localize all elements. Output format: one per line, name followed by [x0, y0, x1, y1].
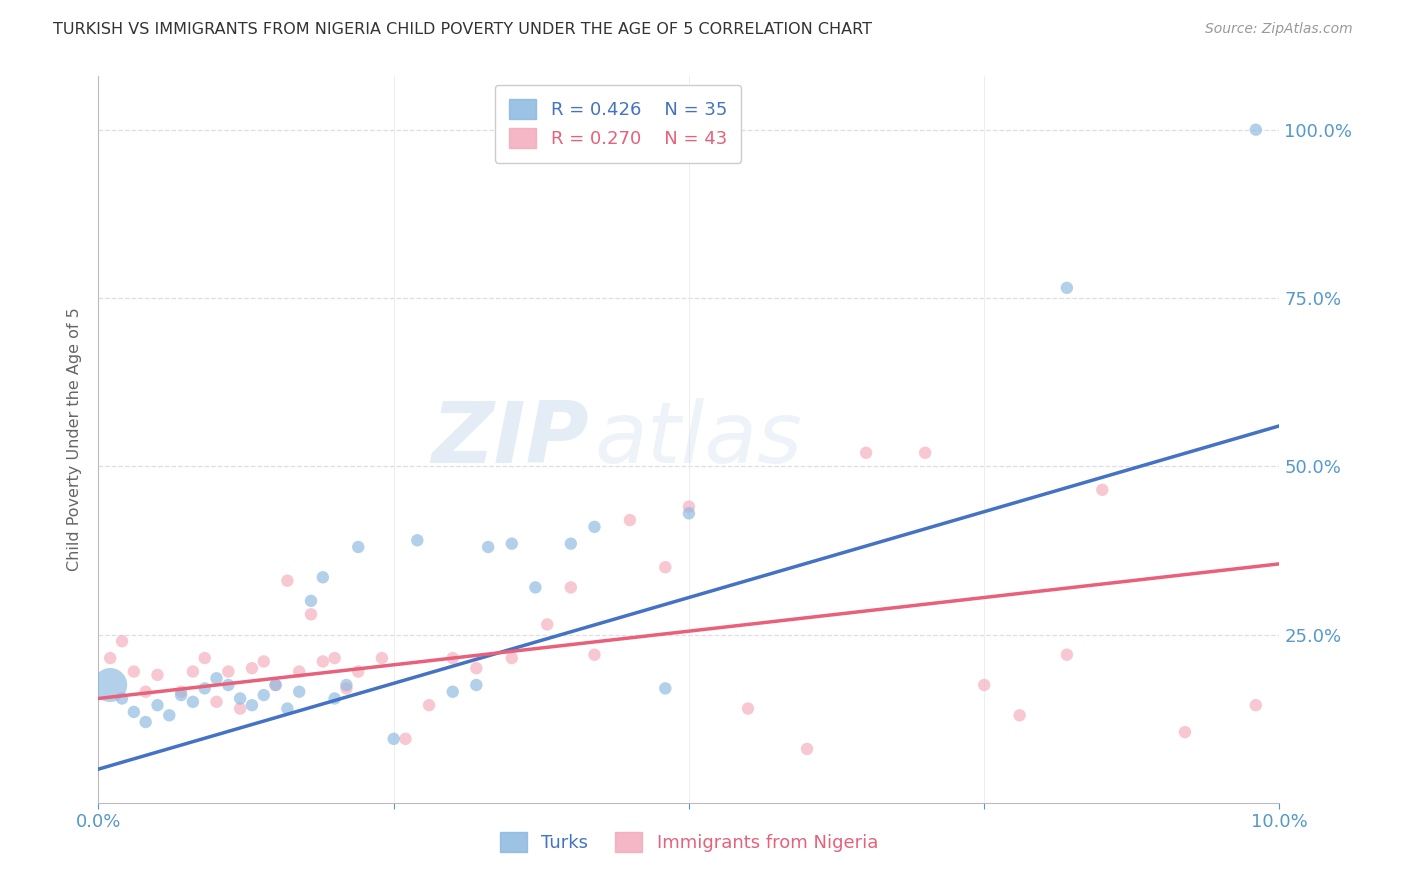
Point [181, 665, 204, 679]
Point [217, 665, 239, 679]
Point [135, 684, 157, 698]
Point [1008, 708, 1031, 723]
Point [382, 731, 405, 746]
Point [418, 698, 440, 713]
Point [1091, 483, 1114, 497]
Point [536, 617, 558, 632]
Point [217, 678, 239, 692]
Point [465, 661, 488, 675]
Point [406, 533, 429, 548]
Text: atlas: atlas [595, 398, 803, 481]
Point [371, 651, 394, 665]
Text: TURKISH VS IMMIGRANTS FROM NIGERIA CHILD POVERTY UNDER THE AGE OF 5 CORRELATION : TURKISH VS IMMIGRANTS FROM NIGERIA CHILD… [53, 22, 873, 37]
Point [288, 665, 311, 679]
Point [146, 668, 169, 682]
Point [194, 651, 217, 665]
Point [288, 684, 311, 698]
Point [312, 570, 335, 584]
Point [240, 661, 263, 675]
Point [1244, 698, 1267, 713]
Point [181, 695, 204, 709]
Point [98, 651, 121, 665]
Point [619, 513, 641, 527]
Text: Source: ZipAtlas.com: Source: ZipAtlas.com [1205, 22, 1353, 37]
Y-axis label: Child Poverty Under the Age of 5: Child Poverty Under the Age of 5 [67, 308, 83, 571]
Point [477, 540, 499, 554]
Point [796, 742, 818, 756]
Point [264, 678, 287, 692]
Point [194, 681, 217, 696]
Point [276, 574, 298, 588]
Point [560, 581, 582, 595]
Point [465, 678, 488, 692]
Point [560, 536, 582, 550]
Point [157, 708, 180, 723]
Point [1244, 122, 1267, 136]
Point [264, 678, 287, 692]
Point [323, 691, 346, 706]
Point [335, 681, 357, 696]
Point [299, 607, 322, 622]
Point [1056, 281, 1078, 295]
Point [205, 695, 228, 709]
Point [323, 651, 346, 665]
Point [678, 500, 700, 514]
Point [501, 536, 523, 550]
Point [170, 684, 193, 698]
Point [299, 594, 322, 608]
Point [253, 655, 276, 669]
Point [205, 671, 228, 685]
Point [1174, 725, 1197, 739]
Point [135, 714, 157, 729]
Point [914, 446, 936, 460]
Text: ZIP: ZIP [430, 398, 589, 481]
Point [170, 688, 193, 702]
Point [1056, 648, 1078, 662]
Point [312, 655, 335, 669]
Point [240, 698, 263, 713]
Point [501, 651, 523, 665]
Point [347, 540, 370, 554]
Point [111, 691, 134, 706]
Point [737, 701, 759, 715]
Point [335, 678, 357, 692]
Point [276, 701, 298, 715]
Point [253, 688, 276, 702]
Point [583, 520, 606, 534]
Point [654, 681, 676, 696]
Legend: Turks, Immigrants from Nigeria: Turks, Immigrants from Nigeria [492, 825, 886, 859]
Point [229, 701, 252, 715]
Point [441, 684, 464, 698]
Point [654, 560, 676, 574]
Point [111, 634, 134, 648]
Point [122, 705, 145, 719]
Point [98, 678, 121, 692]
Point [122, 665, 145, 679]
Point [583, 648, 606, 662]
Point [973, 678, 995, 692]
Point [347, 665, 370, 679]
Point [146, 698, 169, 713]
Point [524, 581, 547, 595]
Point [855, 446, 877, 460]
Point [678, 507, 700, 521]
Point [441, 651, 464, 665]
Point [394, 731, 416, 746]
Point [229, 691, 252, 706]
